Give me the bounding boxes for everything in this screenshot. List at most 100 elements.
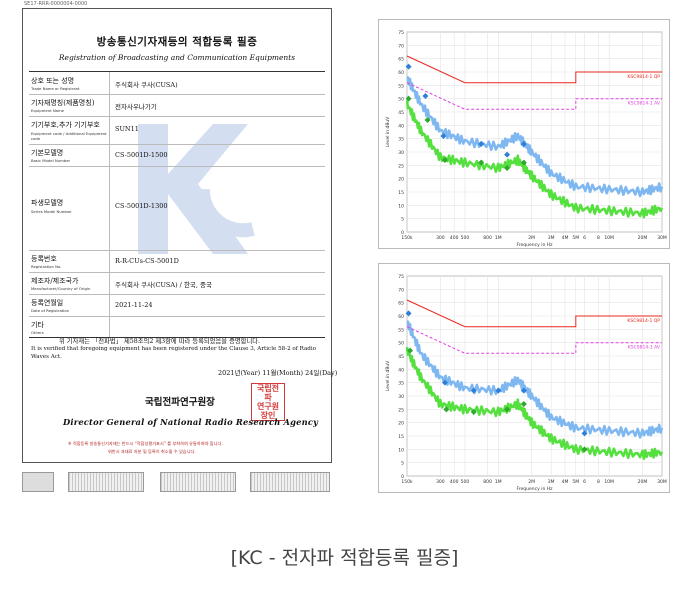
qp-marker — [478, 141, 485, 147]
row-label-korean: 파생모델명 — [31, 199, 64, 207]
y-tick-label: 35 — [398, 381, 404, 387]
x-tick-label: 6 — [583, 235, 586, 241]
x-tick-label: 4M — [562, 479, 569, 485]
series-line — [406, 320, 664, 439]
x-tick-label: 8 — [597, 235, 600, 241]
x-tick-label: 300 — [436, 235, 445, 241]
x-tick-label: 800 — [483, 479, 492, 485]
emission-chart-1: 0 5 10 15 20 25 30 35 40 45 50 55 60 65 70 75 150k 300 400… — [378, 19, 670, 249]
y-tick-label: 25 — [398, 163, 404, 169]
emission-chart-2: 0 5 10 15 20 25 30 35 40 45 50 55 60 65 70 75 150k 300 400… — [378, 263, 670, 493]
certificate-table: 상호 또는 성명 Trade Name or Registrant 주식회사 쿠… — [29, 71, 325, 338]
av-marker — [520, 401, 527, 407]
document-code: SE17-RRR-0000004-0000 — [24, 1, 88, 7]
row-value: SUN11 — [115, 125, 139, 133]
row-label-english: Trade Name or Registrant — [31, 86, 80, 91]
y-tick-label: 45 — [398, 354, 404, 360]
official-seal-stamp: 국립전파 연구원장인 — [251, 383, 285, 421]
x-tick-label: 20M — [638, 235, 648, 241]
row-label-english: Manufacturer/Country of Origin — [31, 286, 91, 291]
table-row: 기기부호,추가 기기부호 Equipment code / Additional… — [29, 116, 325, 145]
x-tick-label: 8 — [597, 479, 600, 485]
y-tick-label: 70 — [398, 287, 404, 293]
row-value: 2021-11-24 — [115, 301, 153, 309]
limit-line — [406, 326, 662, 354]
x-tick-label: 10M — [604, 479, 614, 485]
y-tick-label: 20 — [398, 177, 404, 183]
av-marker — [581, 446, 588, 453]
row-value: 주식회사 쿠사(CUSA) — [115, 81, 178, 89]
page-caption: [KC - 전자파 적합등록 필증] — [230, 547, 459, 569]
x-tick-label: 5M — [572, 479, 579, 485]
row-label-english: Registration No. — [31, 264, 62, 269]
x-tick-label: 800 — [483, 235, 492, 241]
limit-line — [406, 55, 662, 84]
limit-label: KSC9814-1 QP — [627, 74, 660, 80]
qp-marker — [520, 141, 527, 147]
row-label-korean: 등록연월일 — [31, 299, 64, 307]
y-tick-label: 50 — [398, 341, 404, 347]
y-tick-label: 10 — [398, 447, 404, 453]
y-tick-label: 50 — [398, 97, 404, 103]
x-tick-label: 6 — [583, 479, 586, 485]
y-tick-label: 5 — [401, 217, 404, 223]
footer-barcode — [68, 472, 144, 492]
row-label-korean: 상호 또는 성명 — [31, 77, 75, 85]
footer-barcode — [250, 472, 330, 492]
y-tick-label: 20 — [398, 421, 404, 427]
y-axis-label: Level in dBuV — [385, 116, 391, 148]
table-row: 등록연월일 Date of Registration 2021-11-24 — [29, 294, 325, 317]
qp-marker — [440, 133, 447, 139]
av-marker — [504, 406, 511, 413]
row-label-korean: 기본모델명 — [31, 149, 64, 157]
x-tick-label: 20M — [638, 479, 648, 485]
y-tick-label: 65 — [398, 301, 404, 307]
row-label-english: Basic Model Number — [31, 158, 71, 163]
table-row: 파생모델명 Series Model Number CS-5001D-1300 — [29, 166, 325, 251]
table-row: 등록번호 Registration No. R-R-CUs-CS-5001D — [29, 250, 325, 273]
y-tick-label: 45 — [398, 110, 404, 116]
x-tick-label: 1M — [495, 235, 502, 241]
x-tick-label: 2M — [528, 479, 535, 485]
y-tick-label: 70 — [398, 43, 404, 49]
footer-logo-block — [22, 472, 54, 492]
y-tick-label: 15 — [398, 434, 404, 440]
av-marker — [504, 165, 511, 171]
av-marker — [407, 347, 414, 354]
y-tick-label: 75 — [398, 30, 404, 36]
y-tick-label: 55 — [398, 327, 404, 333]
table-row: 기타 Others — [29, 316, 325, 337]
y-tick-label: 10 — [398, 203, 404, 209]
certificate-title-korean: 방송통신기자재등의 적합등록 필증 — [96, 36, 258, 48]
issue-date: 2021년(Year) 11월(Month) 24일(Day) — [218, 369, 338, 377]
av-marker — [443, 406, 450, 413]
row-value: 전자사우나기기 — [115, 103, 157, 111]
table-row: 제조자/제조국가 Manufacturer/Country of Origin … — [29, 272, 325, 295]
y-tick-label: 60 — [398, 70, 404, 76]
qp-marker — [422, 93, 429, 99]
qp-marker — [520, 387, 527, 394]
x-tick-label: 500 — [461, 479, 470, 485]
av-marker — [405, 95, 412, 102]
row-value: CS-5001D-1500 — [115, 151, 168, 159]
x-tick-label: 3M — [548, 235, 555, 241]
x-tick-label: 5M — [572, 235, 579, 241]
y-tick-label: 5 — [401, 461, 404, 467]
limit-label: KSC9814-1 QP — [627, 318, 660, 324]
table-row: 상호 또는 성명 Trade Name or Registrant 주식회사 쿠… — [29, 72, 325, 95]
series-line — [405, 346, 664, 460]
series-line — [406, 76, 664, 198]
limit-line — [406, 82, 662, 110]
row-label-korean: 기기부호,추가 기기부호 — [31, 121, 100, 129]
av-marker — [441, 157, 448, 163]
table-divider — [109, 72, 110, 337]
row-label-english: Date of Registration — [31, 308, 70, 313]
x-tick-label: 2M — [528, 235, 535, 241]
row-label-english: Series Model Number — [31, 209, 72, 214]
agency-name-korean: 국립전파연구원장 — [145, 397, 215, 408]
qp-marker — [470, 387, 477, 394]
kc-watermark-logo — [138, 124, 255, 254]
certificate-note: ※ 적합등록 방송통신기자재는 반드시 “적합성평가표시” 를 부착하여 유통하… — [68, 441, 223, 446]
y-tick-label: 0 — [401, 474, 404, 480]
x-tick-label: 300 — [436, 479, 445, 485]
